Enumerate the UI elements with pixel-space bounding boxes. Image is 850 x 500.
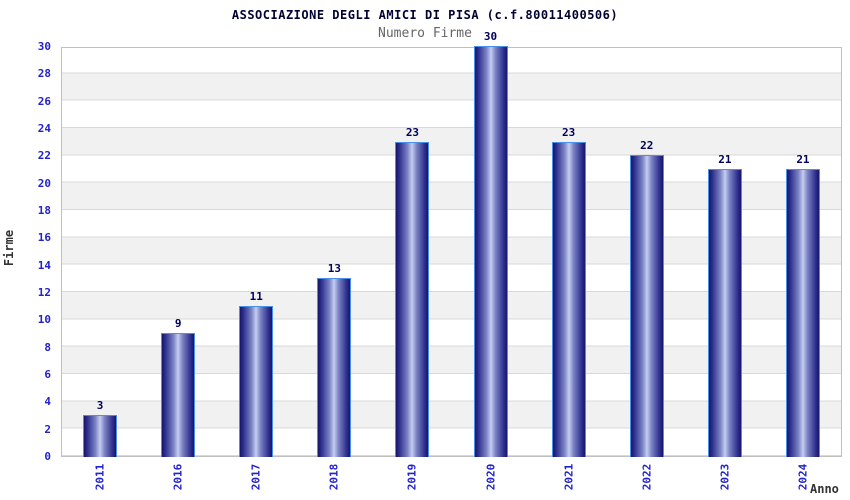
- bar-value-label: 9: [174, 317, 182, 330]
- y-tick-label: 30: [37, 40, 51, 53]
- bar-2022: [629, 155, 664, 457]
- y-axis-title: Firme: [2, 229, 16, 267]
- y-tick-label: 24: [37, 122, 51, 135]
- y-tick-label: 8: [44, 340, 51, 354]
- x-tick-label: 2017: [249, 463, 263, 491]
- bar-2018: [317, 278, 352, 457]
- y-tick-label: 22: [37, 149, 51, 163]
- bar-2016: [161, 333, 196, 457]
- chart-subtitle: Numero Firme: [378, 26, 472, 41]
- x-tick-label: 2016: [171, 463, 185, 491]
- chart-title: ASSOCIAZIONE DEGLI AMICI DI PISA (c.f.80…: [231, 8, 619, 22]
- x-tick-label: 2020: [484, 463, 498, 491]
- y-tick-label: 14: [37, 258, 51, 272]
- y-tick-label: 12: [37, 286, 51, 299]
- y-tick-label: 18: [37, 204, 51, 217]
- bar-value-label: 3: [96, 399, 104, 412]
- bar-value-label: 23: [405, 125, 420, 139]
- x-tick-label: 2019: [405, 463, 419, 491]
- y-axis-ticks: 0 2 4 6 8 10 12 14 16 18 20 22 24 26 28 30: [0, 40, 54, 463]
- bar-value-label: 23: [562, 125, 576, 139]
- y-tick-label: 6: [44, 368, 51, 381]
- y-tick-label: 16: [37, 231, 51, 245]
- x-tick-label: 2011: [93, 463, 107, 491]
- bars-layer: 3 9 11 13 23 30 23 22 21 21: [61, 30, 842, 457]
- y-tick-label: 26: [37, 94, 51, 108]
- bar-2024: [785, 169, 820, 457]
- bar-2019: [395, 141, 430, 457]
- x-tick-label: 2021: [562, 463, 576, 491]
- x-tick-label: 2018: [327, 463, 341, 491]
- y-tick-label: 10: [37, 313, 51, 327]
- x-tick-label: 2023: [718, 463, 732, 491]
- bar-value-label: 13: [327, 262, 341, 276]
- bar-2023: [707, 169, 742, 457]
- bar-2017: [239, 305, 274, 457]
- y-tick-label: 0: [44, 450, 51, 463]
- x-axis-labels: 2011 2016 2017 2018 2019 2020 2021 2022 2023 2024: [61, 457, 842, 500]
- y-tick-label: 28: [37, 67, 51, 81]
- bar-2020: [473, 46, 508, 457]
- bar-2021: [551, 141, 586, 457]
- y-tick-label: 2: [44, 422, 51, 436]
- bar-value-label: 30: [483, 30, 498, 43]
- y-tick-label: 20: [37, 176, 51, 190]
- x-axis-title: Anno: [810, 482, 839, 496]
- x-tick-label: 2022: [640, 463, 654, 491]
- y-tick-label: 4: [44, 395, 51, 409]
- bar-2011: [83, 415, 118, 457]
- x-tick-label: 2024: [796, 463, 810, 491]
- bar-value-label: 11: [249, 289, 263, 303]
- bar-value-label: 22: [640, 139, 654, 153]
- bar-value-label: 21: [718, 153, 732, 166]
- bar-value-label: 21: [796, 153, 810, 166]
